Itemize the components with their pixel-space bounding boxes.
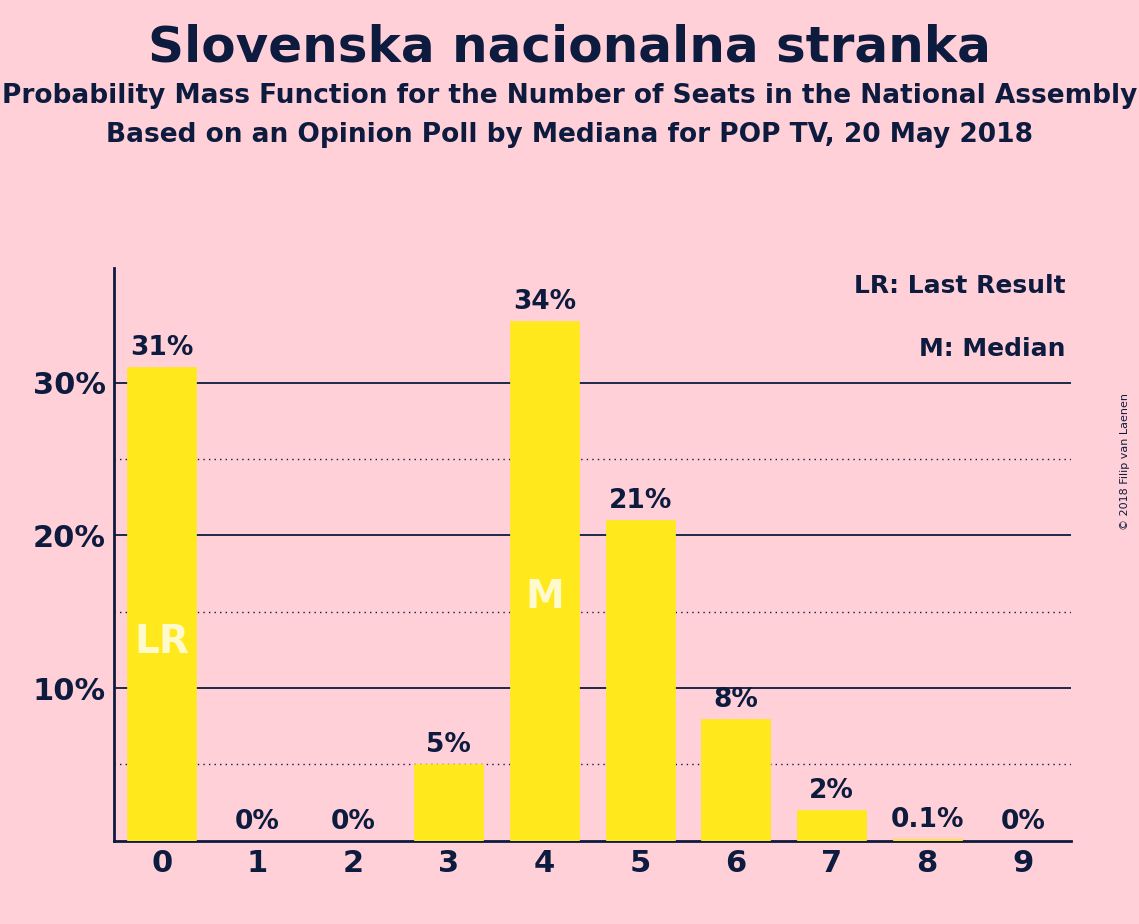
Text: 2%: 2% — [809, 778, 854, 804]
Text: 0%: 0% — [330, 808, 376, 834]
Text: LR: LR — [134, 623, 189, 661]
Bar — [893, 839, 961, 841]
Text: 8%: 8% — [713, 687, 759, 712]
Text: 34%: 34% — [513, 289, 576, 315]
Text: 31%: 31% — [130, 335, 194, 361]
Bar — [415, 764, 483, 841]
Bar — [797, 810, 866, 841]
Text: Probability Mass Function for the Number of Seats in the National Assembly: Probability Mass Function for the Number… — [2, 83, 1137, 109]
Text: 0%: 0% — [235, 808, 280, 834]
Text: 0%: 0% — [1000, 808, 1046, 834]
Text: © 2018 Filip van Laenen: © 2018 Filip van Laenen — [1120, 394, 1130, 530]
Text: 5%: 5% — [426, 733, 472, 759]
Text: M: M — [525, 578, 564, 615]
Text: LR: Last Result: LR: Last Result — [854, 274, 1066, 298]
Text: Based on an Opinion Poll by Mediana for POP TV, 20 May 2018: Based on an Opinion Poll by Mediana for … — [106, 122, 1033, 148]
Bar — [702, 719, 770, 841]
Bar — [510, 322, 579, 841]
Text: M: Median: M: Median — [919, 336, 1066, 360]
Text: 0.1%: 0.1% — [891, 808, 964, 833]
Text: 21%: 21% — [608, 488, 672, 514]
Text: Slovenska nacionalna stranka: Slovenska nacionalna stranka — [148, 23, 991, 71]
Bar — [606, 520, 674, 841]
Bar — [128, 367, 196, 841]
